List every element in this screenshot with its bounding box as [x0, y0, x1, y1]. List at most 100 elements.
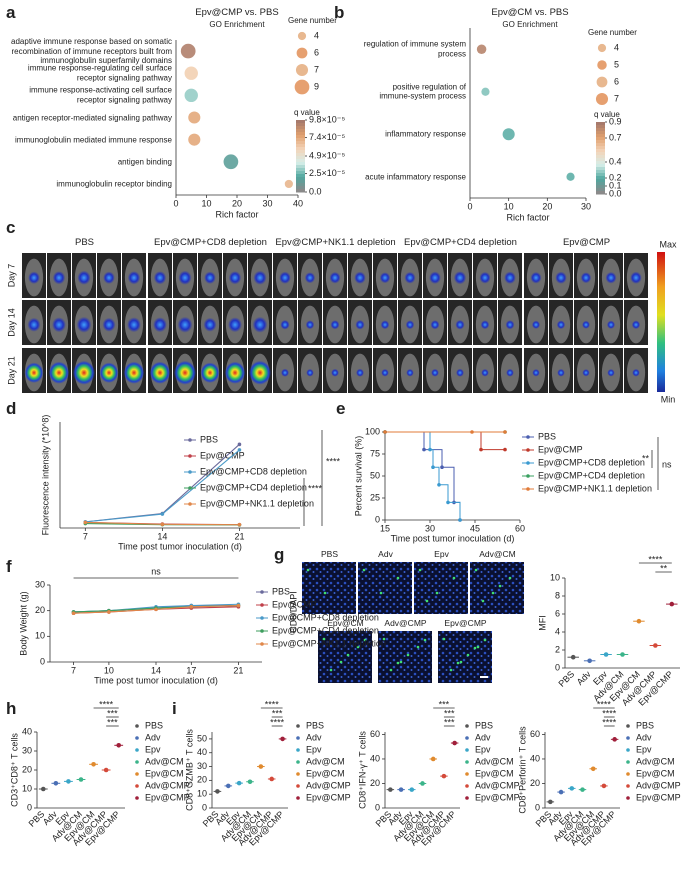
size-key [294, 79, 310, 95]
y-tick-label: 0 [555, 662, 560, 672]
y-tick-label: 0 [202, 802, 207, 812]
color-scale [296, 147, 305, 151]
cd8-spot [435, 591, 439, 595]
legend-label: Epv@CMP [636, 792, 681, 802]
legend-dot [465, 784, 469, 788]
dot [398, 787, 404, 792]
y-tick-label: 20 [35, 605, 45, 615]
color-tick-label: 0.7 [609, 132, 622, 142]
image-label: Epv@CMP [444, 618, 487, 628]
legend-dot [626, 784, 630, 788]
color-scale [596, 158, 605, 162]
bubble [188, 133, 201, 146]
color-scale [596, 143, 605, 147]
color-tick-label: 0.4 [609, 156, 622, 166]
sig-label: **** [648, 554, 663, 564]
legend-label: PBS [475, 720, 493, 730]
color-scale [596, 146, 605, 150]
sig-label: **** [270, 717, 285, 727]
legend-dot [135, 724, 139, 728]
legend-label: PBS [306, 720, 324, 730]
term-label: antigen receptor-mediated signaling path… [12, 112, 172, 122]
size-key [597, 60, 607, 70]
panel-label: g [274, 545, 285, 564]
legend-title: Gene number [588, 28, 637, 37]
dot [116, 743, 122, 748]
legend-marker [188, 470, 192, 474]
sig-label: *** [444, 708, 455, 718]
signal [356, 368, 364, 377]
legend-label: Epv@CMP+CD8 depletion [538, 457, 645, 467]
y-tick-label: 75 [370, 448, 380, 458]
legend-label: Epv@CMP+CD8 depletion [272, 612, 379, 622]
point [470, 430, 474, 434]
signal [305, 320, 315, 330]
dot [570, 654, 576, 660]
cd8-spot [474, 568, 478, 572]
y-tick-label: 0 [375, 802, 380, 812]
signal [228, 271, 242, 285]
legend-dot [626, 796, 630, 800]
color-scale [596, 176, 605, 180]
color-scale [296, 129, 305, 133]
y-tick-label: 30 [197, 761, 207, 771]
x-tick-label: 30 [262, 198, 272, 208]
x-tick-label: 15 [380, 523, 390, 533]
y-tick-label: 20 [530, 778, 540, 788]
x-tick-label: 30 [581, 201, 591, 211]
color-scale [596, 155, 605, 159]
panel-label: h [6, 699, 17, 718]
legend-label: PBS [636, 720, 654, 730]
bubble [476, 44, 487, 54]
signal [99, 362, 119, 383]
signal [330, 320, 340, 330]
x-tick-label: 17 [186, 665, 196, 675]
legend-marker [526, 474, 530, 478]
chart-subtitle: GO Enrichment [502, 20, 558, 29]
legend-dot [465, 724, 469, 728]
signal [456, 368, 464, 377]
point [83, 520, 88, 525]
legend-label: PBS [272, 586, 290, 596]
x-tick-label: 10 [104, 665, 114, 675]
signal [530, 271, 542, 284]
dot [569, 786, 575, 791]
signal [52, 317, 66, 333]
sig-label: *** [107, 717, 118, 727]
legend-label: Epv@CM [145, 768, 184, 778]
legend-dot [465, 760, 469, 764]
legend-dot [296, 748, 300, 752]
cd8-spot [399, 660, 403, 664]
signal [406, 368, 414, 377]
signal [127, 317, 141, 333]
cd8-spot [382, 637, 386, 641]
legend-dot [135, 748, 139, 752]
y-tick-label: 0 [375, 514, 380, 524]
x-tick-label: 0 [467, 201, 472, 211]
point [440, 465, 444, 470]
dot [269, 776, 275, 782]
legend-dot [626, 736, 630, 740]
legend-label: Epv [145, 744, 161, 754]
dot [430, 756, 436, 762]
point [503, 447, 507, 452]
point [237, 522, 242, 527]
color-scale [296, 135, 305, 139]
cd8-spot [466, 653, 470, 657]
signal [306, 368, 314, 377]
color-scale [596, 134, 605, 138]
y-tick-label: 50 [370, 470, 380, 480]
point [107, 610, 111, 614]
legend-marker [526, 461, 530, 465]
term-label: antigen binding [117, 157, 172, 167]
size-key [295, 63, 309, 77]
day-label: Day 21 [6, 356, 16, 385]
bubble [180, 43, 196, 59]
signal [405, 320, 415, 330]
dot [441, 773, 447, 779]
signal [279, 271, 291, 284]
point [479, 447, 483, 452]
legend-dot [465, 736, 469, 740]
bubble [566, 172, 575, 181]
size-key-label: 6 [314, 47, 319, 57]
